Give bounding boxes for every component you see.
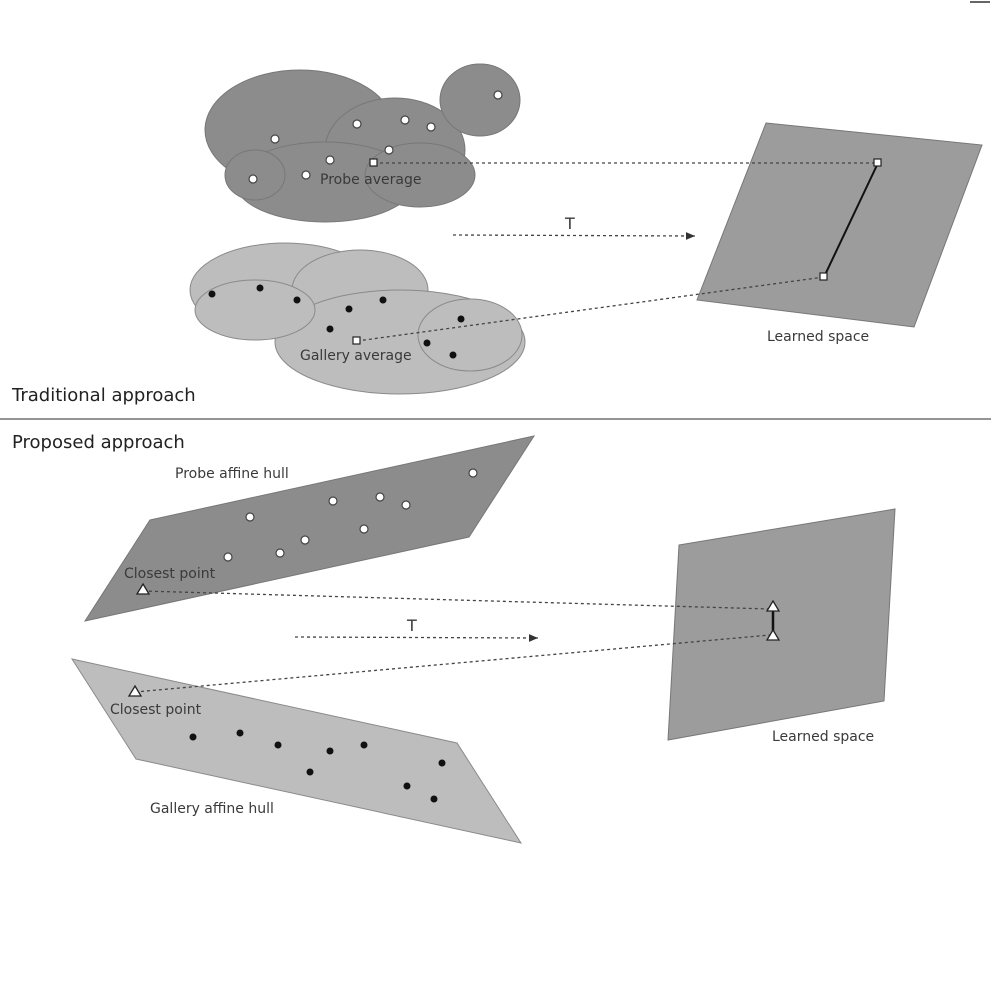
transform-label-proposed: T (406, 616, 417, 635)
learned-space-label-proposed: Learned space (772, 729, 874, 745)
gallery-average-label: Gallery average (300, 348, 412, 364)
probe-sample-point (326, 156, 334, 164)
gallery-sample-point (346, 306, 353, 313)
gallery-sample-point (424, 340, 431, 347)
probe-sample-point (224, 553, 232, 561)
transform-arrow-proposed (295, 637, 538, 638)
probe-sample-point (427, 123, 435, 131)
probe-cloud (205, 64, 520, 222)
probe-sample-point (401, 116, 409, 124)
gallery-sample-point (307, 769, 314, 776)
gallery-affine-hull (72, 659, 521, 843)
gallery-sample-point (431, 796, 438, 803)
gallery-sample-point (275, 742, 282, 749)
gallery-sample-point (404, 783, 411, 790)
probe-average-square (370, 159, 377, 166)
gallery-closest-point-label: Closest point (110, 702, 202, 718)
gallery-sample-point (209, 291, 216, 298)
probe-sample-point (353, 120, 361, 128)
gallery-sample-point (439, 760, 446, 767)
gallery-average-square (353, 337, 360, 344)
probe-sample-point (469, 469, 477, 477)
gallery-sample-point (237, 730, 244, 737)
gallery-sample-point (450, 352, 457, 359)
learned-space-traditional (697, 123, 982, 327)
probe-sample-point (385, 146, 393, 154)
transform-arrow-traditional (453, 235, 695, 236)
gallery-sample-point (327, 748, 334, 755)
learned-space-proposed (668, 509, 895, 740)
probe-sample-point (249, 175, 257, 183)
probe-sample-point (276, 549, 284, 557)
gallery-mapped-square (820, 273, 827, 280)
gallery-sample-point (294, 297, 301, 304)
probe-closest-point-label: Closest point (124, 566, 216, 582)
probe-sample-point (271, 135, 279, 143)
transform-label-traditional: T (564, 214, 575, 233)
probe-sample-point (302, 171, 310, 179)
probe-sample-point (301, 536, 309, 544)
probe-sample-point (360, 525, 368, 533)
learned-space-label-traditional: Learned space (767, 329, 869, 345)
gallery-sample-point (380, 297, 387, 304)
probe-average-label: Probe average (320, 172, 421, 188)
gallery-affine-hull-label: Gallery affine hull (150, 801, 274, 817)
traditional-section: T Probe average Gallery average Learned … (11, 64, 982, 406)
probe-sample-point (246, 513, 254, 521)
gallery-sample-point (361, 742, 368, 749)
probe-affine-hull-label: Probe affine hull (175, 466, 289, 482)
gallery-sample-point (327, 326, 334, 333)
probe-mapped-square (874, 159, 881, 166)
gallery-cloud (190, 243, 525, 394)
gallery-sample-point (458, 316, 465, 323)
section-title-traditional: Traditional approach (11, 385, 196, 406)
gallery-sample-point (257, 285, 264, 292)
probe-affine-hull (85, 436, 534, 621)
proposed-section: Proposed approach (12, 432, 895, 843)
probe-sample-point (329, 497, 337, 505)
gallery-sample-point (190, 734, 197, 741)
probe-sample-point (376, 493, 384, 501)
section-title-proposed: Proposed approach (12, 432, 185, 453)
probe-sample-point (402, 501, 410, 509)
probe-sample-point (494, 91, 502, 99)
